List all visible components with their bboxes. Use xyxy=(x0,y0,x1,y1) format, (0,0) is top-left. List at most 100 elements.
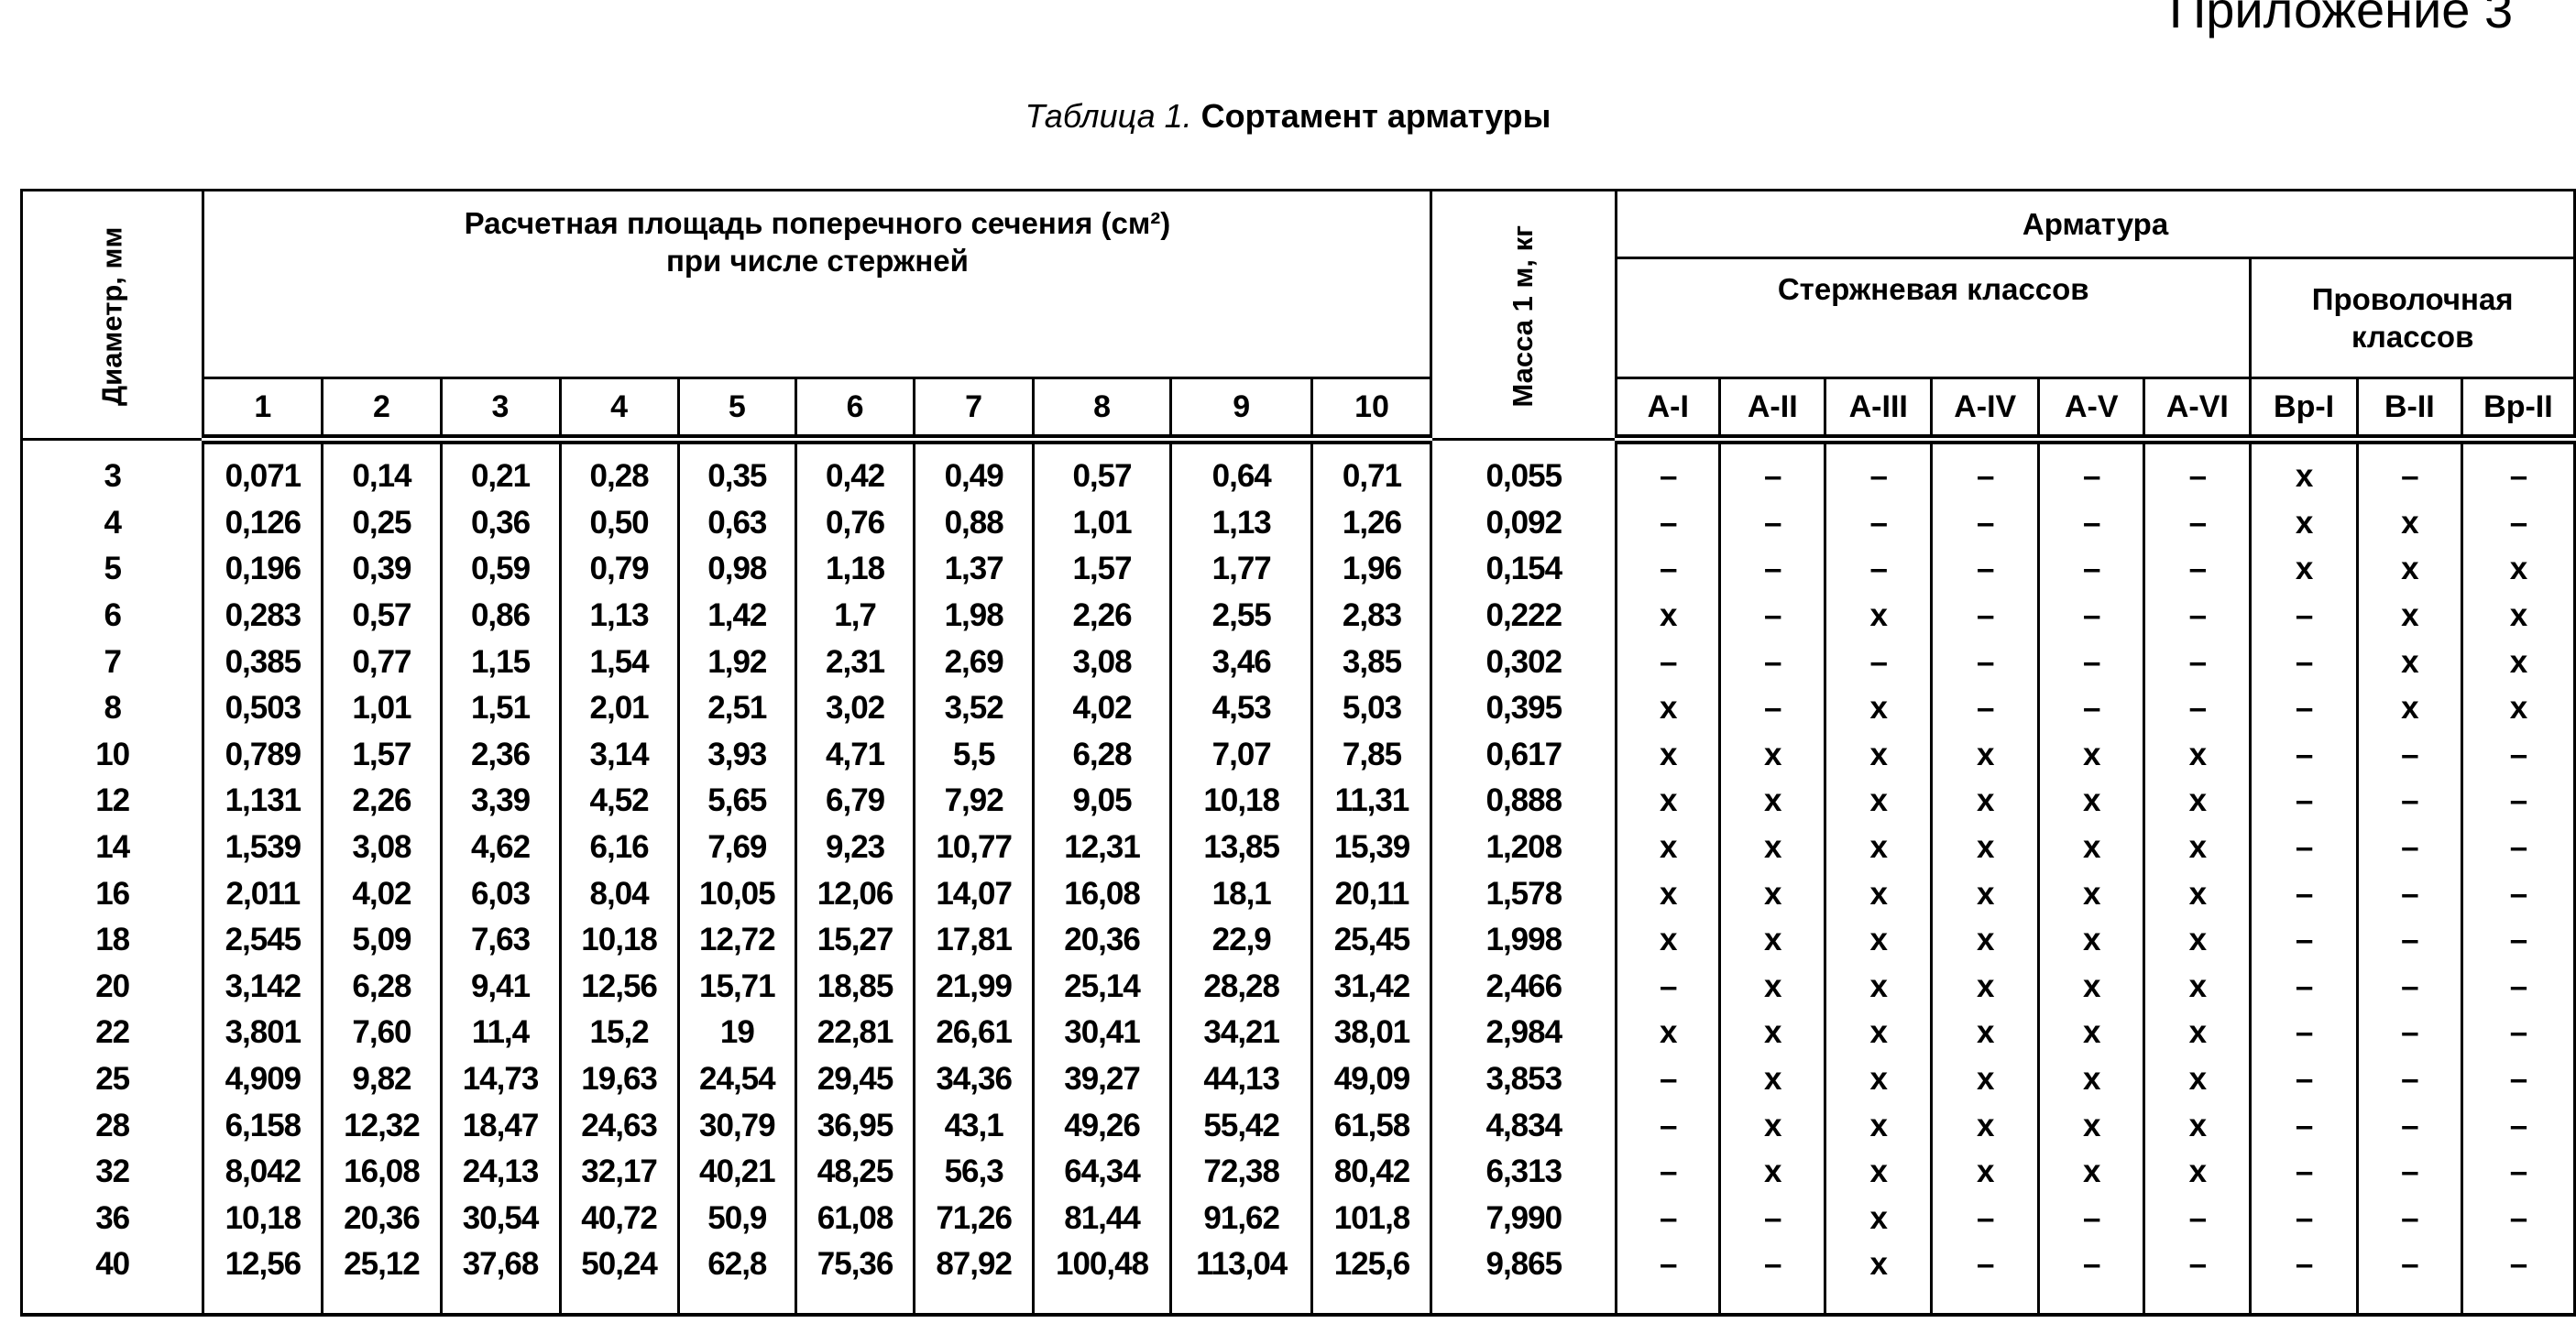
diameter-cell: 32 xyxy=(19,1148,205,1196)
area-cell: 22,81 xyxy=(794,1010,916,1056)
class-availability-cell: – xyxy=(2249,916,2359,964)
area-cell: 25,45 xyxy=(1310,916,1433,964)
area-cell: 18,1 xyxy=(1168,870,1314,917)
class-availability-cell: – xyxy=(2355,778,2463,825)
diameter-cell: 14 xyxy=(19,824,205,871)
area-cell: 50,24 xyxy=(558,1241,680,1288)
spacer-cell xyxy=(1615,439,1722,454)
area-cell: 87,92 xyxy=(913,1241,1036,1288)
spacer-cell xyxy=(2460,439,2576,454)
diameter-cell: 6 xyxy=(19,592,205,640)
spacer-row xyxy=(19,1287,2576,1317)
area-cell: 91,62 xyxy=(1168,1195,1314,1242)
class-availability-cell: x xyxy=(2143,1148,2253,1196)
class-availability-cell: x xyxy=(2143,963,2253,1011)
area-cell: 7,60 xyxy=(321,1010,443,1056)
class-availability-cell: – xyxy=(2037,592,2146,640)
class-availability-cell: – xyxy=(1615,499,1722,547)
class-availability-cell: – xyxy=(2460,1195,2576,1242)
class-availability-cell: x xyxy=(1930,1102,2041,1149)
area-cell: 3,02 xyxy=(794,684,916,732)
class-availability-cell: x xyxy=(1824,963,1934,1011)
area-cell: 48,25 xyxy=(794,1148,916,1196)
class-availability-cell: x xyxy=(1615,684,1722,732)
class-availability-cell: – xyxy=(2460,499,2576,547)
table-row: 7 0,385 0,77 1,15 1,54 1,92 2,31 2,69 3,08 3,46 3,… xyxy=(19,639,2576,685)
area-cell: 125,6 xyxy=(1310,1241,1433,1288)
area-cell: 0,57 xyxy=(321,592,443,640)
spacer-cell xyxy=(321,1287,443,1317)
header-mass-label: Масса 1 м, кг xyxy=(1507,224,1540,408)
class-availability-cell: – xyxy=(1930,592,2041,640)
class-availability-cell: – xyxy=(1824,639,1934,685)
class-availability-cell: – xyxy=(2143,546,2253,593)
class-availability-cell: – xyxy=(2143,639,2253,685)
class-availability-cell: – xyxy=(2355,1055,2463,1103)
area-cell: 0,071 xyxy=(202,454,324,500)
area-cell: 2,55 xyxy=(1168,592,1314,640)
area-cell: 14,07 xyxy=(913,870,1036,917)
area-cell: 24,13 xyxy=(439,1148,562,1196)
mass-cell: 2,466 xyxy=(1430,963,1618,1011)
spacer-cell xyxy=(1168,439,1314,454)
area-cell: 38,01 xyxy=(1310,1010,1433,1056)
spacer-cell xyxy=(1824,439,1934,454)
class-availability-cell: – xyxy=(2249,592,2359,640)
area-cell: 0,21 xyxy=(439,454,562,500)
class-availability-cell: x xyxy=(1824,684,1934,732)
header-class-a-v: A-V xyxy=(2037,377,2146,444)
area-cell: 9,82 xyxy=(321,1055,443,1103)
area-cell: 43,1 xyxy=(913,1102,1036,1149)
class-availability-cell: – xyxy=(1930,546,2041,593)
class-availability-cell: – xyxy=(2037,639,2146,685)
spacer-cell xyxy=(1824,1287,1934,1317)
area-cell: 3,46 xyxy=(1168,639,1314,685)
area-cell: 1,131 xyxy=(202,778,324,825)
class-availability-cell: x xyxy=(1824,1148,1934,1196)
area-cell: 13,85 xyxy=(1168,824,1314,871)
header-class-a-iv: A-IV xyxy=(1930,377,2041,444)
area-cell: 6,158 xyxy=(202,1102,324,1149)
area-cell: 0,57 xyxy=(1032,454,1172,500)
class-availability-cell: – xyxy=(2249,1010,2359,1056)
class-availability-cell: – xyxy=(2249,1102,2359,1149)
area-cell: 5,03 xyxy=(1310,684,1433,732)
area-cell: 101,8 xyxy=(1310,1195,1433,1242)
class-availability-cell: – xyxy=(2460,870,2576,917)
area-cell: 2,31 xyxy=(794,639,916,685)
class-availability-cell: – xyxy=(2249,684,2359,732)
class-availability-cell: x xyxy=(2143,870,2253,917)
class-availability-cell: x xyxy=(2355,592,2463,640)
class-availability-cell: – xyxy=(2355,1010,2463,1056)
diameter-cell: 8 xyxy=(19,684,205,732)
class-availability-cell: – xyxy=(2249,731,2359,779)
area-cell: 3,801 xyxy=(202,1010,324,1056)
class-availability-cell: – xyxy=(2460,1148,2576,1196)
mass-cell: 0,092 xyxy=(1430,499,1618,547)
area-cell: 80,42 xyxy=(1310,1148,1433,1196)
header-count-4: 4 xyxy=(558,377,680,444)
header-class-a-i: A-I xyxy=(1615,377,1722,444)
spacer-cell xyxy=(1718,439,1827,454)
area-cell: 0,98 xyxy=(676,546,797,593)
diameter-cell: 18 xyxy=(19,916,205,964)
mass-cell: 9,865 xyxy=(1430,1241,1618,1288)
spacer-cell xyxy=(202,439,324,454)
header-class-a-ii: A-II xyxy=(1718,377,1827,444)
area-cell: 4,62 xyxy=(439,824,562,871)
area-cell: 10,05 xyxy=(676,870,797,917)
header-count-3: 3 xyxy=(439,377,562,444)
class-availability-cell: x xyxy=(2249,546,2359,593)
class-availability-cell: – xyxy=(1718,1241,1827,1288)
class-availability-cell: – xyxy=(2460,1241,2576,1288)
mass-cell: 0,617 xyxy=(1430,731,1618,779)
header-class-b-ii: B-II xyxy=(2355,377,2463,444)
class-availability-cell: – xyxy=(2355,1148,2463,1196)
spacer-cell xyxy=(1430,439,1618,454)
spacer-cell xyxy=(1032,1287,1172,1317)
spacer-cell xyxy=(1930,439,2041,454)
class-availability-cell: x xyxy=(1824,1102,1934,1149)
class-availability-cell: – xyxy=(1615,1148,1722,1196)
diameter-cell: 5 xyxy=(19,546,205,593)
area-cell: 6,28 xyxy=(321,963,443,1011)
